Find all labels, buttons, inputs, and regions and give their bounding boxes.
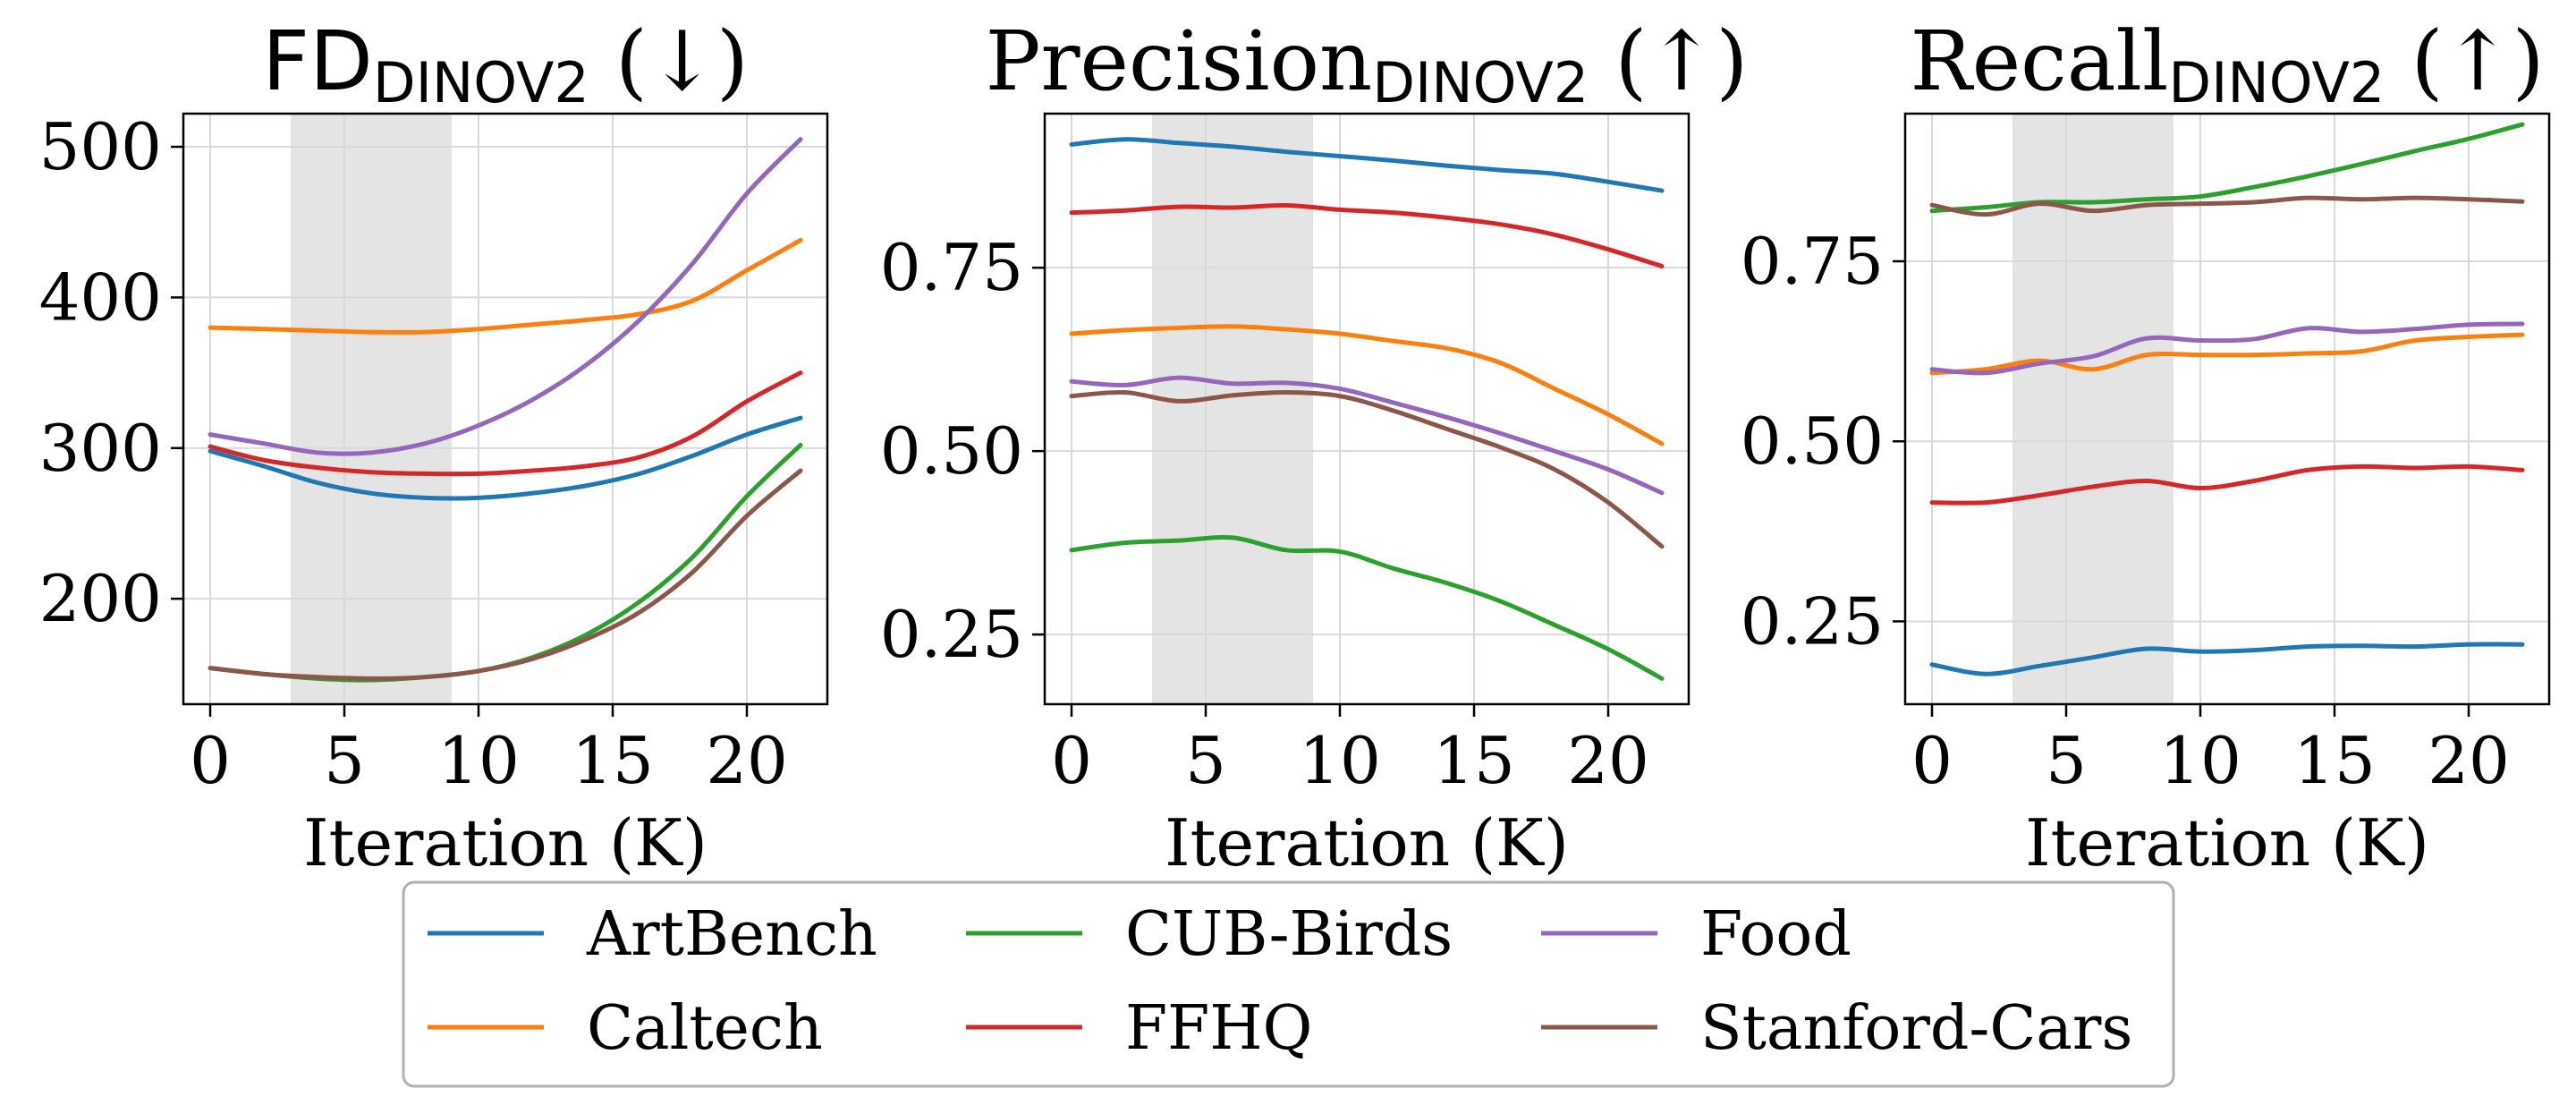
- chart-panel-1: 0 5 10 15 20 200 300 400 500 Iteration (K) FDDINOV…: [39, 13, 829, 880]
- chart-title-subscript: DINOV2: [373, 50, 589, 115]
- series-line-food: [1929, 321, 2525, 376]
- y-tick-label: 0.75: [880, 230, 1023, 305]
- x-tick-label: 5: [324, 723, 365, 798]
- x-tick-label: 0: [190, 723, 231, 798]
- y-tick-label: 0.25: [880, 597, 1023, 672]
- y-tick-label: 0.25: [1741, 583, 1884, 659]
- series-line-ffhq: [1929, 463, 2525, 506]
- chart-title: PrecisionDINOV2 (↑): [986, 13, 1749, 115]
- x-tick-label: 20: [1567, 723, 1649, 798]
- x-tick-label: 10: [1299, 723, 1381, 798]
- x-tick-label: 0: [1911, 723, 1953, 798]
- series-line-stanford-cars: [1069, 389, 1665, 549]
- x-tick-label: 15: [572, 723, 654, 798]
- series-line-caltech: [1929, 332, 2525, 376]
- chart-title-subscript: DINOV2: [2168, 50, 2385, 115]
- series-line-food: [208, 137, 803, 456]
- y-tick-label: 400: [39, 259, 162, 335]
- y-tick-label: 0.50: [880, 413, 1023, 489]
- x-tick-label: 20: [706, 723, 788, 798]
- legend-label-stanford-cars: Stanford-Cars: [1700, 993, 2132, 1064]
- y-tick-label: 0.50: [1741, 404, 1884, 479]
- series-line-caltech: [208, 237, 803, 335]
- y-tick-label: 500: [39, 109, 162, 184]
- shaded-region: [1152, 114, 1313, 704]
- x-tick-label: 20: [2428, 723, 2510, 798]
- chart-title: FDDINOV2 (↓): [262, 13, 749, 115]
- x-tick-label: 0: [1051, 723, 1092, 798]
- x-tick-label: 15: [1433, 723, 1515, 798]
- legend-frame: [402, 880, 2175, 1088]
- series-line-food: [1069, 375, 1665, 496]
- x-tick-label: 5: [2046, 723, 2087, 798]
- chart-title: RecallDINOV2 (↑): [1910, 13, 2544, 115]
- y-tick-label: 200: [39, 561, 162, 636]
- chart-title-main: Recall: [1910, 13, 2168, 109]
- series-line-caltech: [1069, 324, 1665, 446]
- legend-label-ffhq: FFHQ: [1125, 993, 1312, 1064]
- series-line-cub-birds: [1069, 534, 1665, 681]
- series-line-ffhq: [208, 370, 803, 477]
- chart-title-arrow: (↑): [2385, 13, 2544, 109]
- shaded-region: [291, 114, 452, 704]
- y-tick-label: 300: [39, 411, 162, 486]
- series-line-artbench: [1929, 642, 2525, 676]
- chart-panel-3: 0 5 10 15 20 0.25 0.50 0.75 Iteration (K) RecallD…: [1741, 13, 2551, 880]
- legend-label-artbench: ArtBench: [586, 899, 877, 970]
- series-line-stanford-cars: [208, 468, 803, 681]
- series-line-artbench: [208, 415, 803, 501]
- axes-frame: [182, 112, 829, 706]
- series-line-ffhq: [1069, 202, 1665, 269]
- x-axis-label: Iteration (K): [2025, 805, 2429, 880]
- y-tick-label: 0.75: [1741, 224, 1884, 299]
- legend-label-cub-birds: CUB-Birds: [1125, 899, 1453, 970]
- series-line-artbench: [1069, 137, 1665, 193]
- x-tick-label: 10: [2159, 723, 2241, 798]
- chart-title-subscript: DINOV2: [1372, 50, 1589, 115]
- x-tick-label: 15: [2293, 723, 2376, 798]
- legend-label-caltech: Caltech: [587, 993, 823, 1064]
- chart-title-main: FD: [262, 13, 373, 109]
- chart-title-arrow: (↑): [1589, 13, 1748, 109]
- legend: ArtBench Caltech CUB-Birds FFHQ Food Stanford…: [402, 880, 2175, 1088]
- series-line-stanford-cars: [1929, 195, 2525, 217]
- chart-panel-2: 0 5 10 15 20 0.25 0.50 0.75 Iteration (K) Precisi…: [880, 13, 1749, 880]
- axes-frame: [1903, 112, 2551, 706]
- chart-title-arrow: (↓): [589, 13, 749, 109]
- legend-label-food: Food: [1700, 899, 1852, 970]
- x-axis-label: Iteration (K): [1165, 805, 1569, 880]
- x-tick-label: 5: [1185, 723, 1226, 798]
- axes-frame: [1043, 112, 1690, 706]
- chart-title-main: Precision: [986, 13, 1373, 109]
- x-tick-label: 10: [437, 723, 520, 798]
- x-axis-label: Iteration (K): [303, 805, 708, 880]
